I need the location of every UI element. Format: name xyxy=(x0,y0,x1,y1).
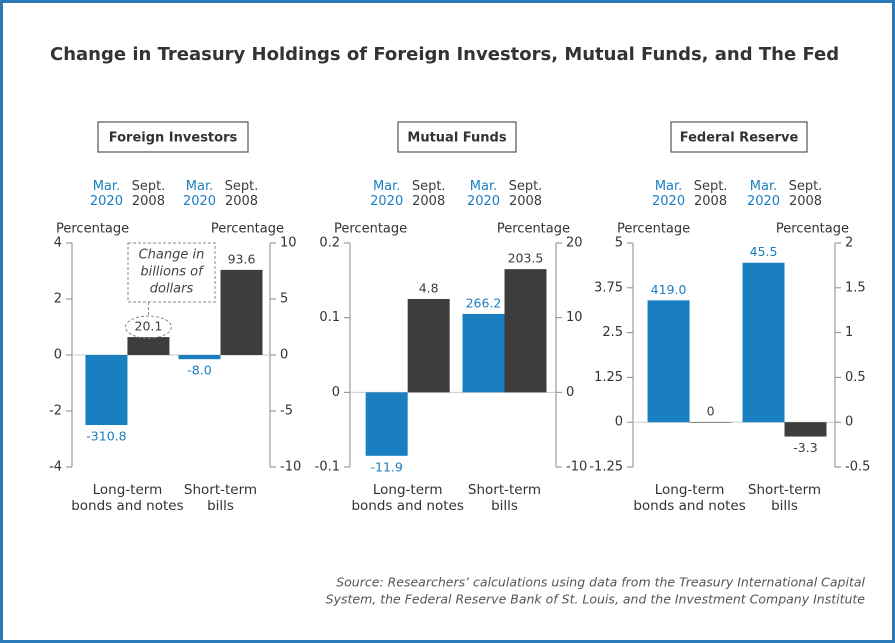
y-tick-label: 2.5 xyxy=(602,325,623,340)
y2-tick-label: 10 xyxy=(566,310,583,325)
legend-label: Sept. 2008 xyxy=(694,179,728,209)
y2-tick-label: 10 xyxy=(280,236,297,251)
y2-tick-label: -0.5 xyxy=(845,460,870,475)
annotation: Change in xyxy=(139,248,205,263)
bar xyxy=(742,262,785,423)
data-label: -3.3 xyxy=(793,440,817,455)
bar xyxy=(504,269,547,393)
y-tick-label: 5 xyxy=(615,236,623,251)
panel-title: Federal Reserve xyxy=(680,131,799,146)
panel-title-box xyxy=(670,121,808,153)
y-tick-label: 0.2 xyxy=(319,236,340,251)
legend-label: Mar. 2020 xyxy=(652,179,685,209)
y-tick-label: 3.75 xyxy=(594,280,623,295)
data-label: 4.8 xyxy=(419,281,439,296)
legend-label: Mar. 2020 xyxy=(467,179,500,209)
annotation: dollars xyxy=(150,282,194,297)
y2-tick-label: 0 xyxy=(845,415,853,430)
y2-tick-label: 5 xyxy=(280,292,288,307)
panel-title: Foreign Investors xyxy=(109,131,238,146)
x-tick-label: Long-term bonds and notes xyxy=(351,482,463,514)
y2-axis-label: Percentage xyxy=(776,222,849,237)
data-label: -8.0 xyxy=(187,363,211,378)
y2-axis-label: Percentage xyxy=(497,222,570,237)
bar xyxy=(85,355,128,425)
y2-tick-label: 0 xyxy=(280,348,288,363)
y-tick-label: 4 xyxy=(54,236,62,251)
bar xyxy=(407,299,450,393)
x-tick-label: Long-term bonds and notes xyxy=(633,482,745,514)
y2-tick-label: 1 xyxy=(845,325,853,340)
x-tick-label: Long-term bonds and notes xyxy=(71,482,183,514)
bar xyxy=(365,392,408,456)
bar xyxy=(220,269,263,355)
annotation: billions of xyxy=(140,265,205,280)
panel-title-box xyxy=(97,121,249,153)
legend-label: Mar. 2020 xyxy=(90,179,123,209)
legend-label: Mar. 2020 xyxy=(183,179,216,209)
y-tick-label: 0.1 xyxy=(319,310,340,325)
bar xyxy=(784,422,827,437)
y-tick-label: -2 xyxy=(49,404,62,419)
y-axis-label: Percentage xyxy=(56,222,129,237)
y2-tick-label: -10 xyxy=(280,460,301,475)
annotation-ellipse xyxy=(124,315,172,339)
y-axis-label: Percentage xyxy=(334,222,407,237)
x-tick-label: Short-term bills xyxy=(748,482,821,514)
y-tick-label: -1.25 xyxy=(589,460,623,475)
legend-label: Sept. 2008 xyxy=(509,179,543,209)
y2-tick-label: 1.5 xyxy=(845,280,866,295)
data-label: 20.1 xyxy=(135,319,163,334)
y2-tick-label: 20 xyxy=(566,236,583,251)
source: System, the Federal Reserve Bank of St. … xyxy=(326,592,866,607)
data-label: -11.9 xyxy=(371,459,403,474)
y2-tick-label: -10 xyxy=(566,460,587,475)
data-label: 0 xyxy=(707,404,715,419)
y2-tick-label: 0.5 xyxy=(845,370,866,385)
panel-title: Mutual Funds xyxy=(407,131,506,146)
y-tick-label: 0 xyxy=(615,415,623,430)
data-label: 419.0 xyxy=(651,282,687,297)
chart-title: Change in Treasury Holdings of Foreign I… xyxy=(50,44,839,65)
panel-title-box xyxy=(397,121,517,153)
data-label: 93.6 xyxy=(228,251,256,266)
bar xyxy=(689,422,732,423)
y-tick-label: -0.1 xyxy=(315,460,340,475)
y-tick-label: 0 xyxy=(54,348,62,363)
data-label: 45.5 xyxy=(750,244,778,259)
y2-tick-label: 0 xyxy=(566,385,574,400)
y-tick-label: -4 xyxy=(49,460,62,475)
y-tick-label: 1.25 xyxy=(594,370,623,385)
bar xyxy=(178,355,221,360)
data-label: 203.5 xyxy=(508,251,544,266)
legend-label: Sept. 2008 xyxy=(789,179,823,209)
y2-tick-label: 2 xyxy=(845,236,853,251)
annotation-box xyxy=(127,242,216,303)
source: Source: Researchers’ calculations using … xyxy=(336,575,865,590)
data-label: 266.2 xyxy=(466,295,502,310)
y-axis-label: Percentage xyxy=(617,222,690,237)
legend-label: Sept. 2008 xyxy=(225,179,259,209)
y2-axis-label: Percentage xyxy=(211,222,284,237)
y-tick-label: 2 xyxy=(54,292,62,307)
x-tick-label: Short-term bills xyxy=(468,482,541,514)
bar xyxy=(462,313,505,393)
legend-label: Sept. 2008 xyxy=(132,179,166,209)
y2-tick-label: -5 xyxy=(280,404,293,419)
legend-label: Mar. 2020 xyxy=(747,179,780,209)
data-label: -310.8 xyxy=(86,429,126,444)
bar xyxy=(127,337,170,355)
legend-label: Sept. 2008 xyxy=(412,179,446,209)
x-tick-label: Short-term bills xyxy=(184,482,257,514)
legend-label: Mar. 2020 xyxy=(370,179,403,209)
y-tick-label: 0 xyxy=(332,385,340,400)
bar xyxy=(647,300,690,423)
